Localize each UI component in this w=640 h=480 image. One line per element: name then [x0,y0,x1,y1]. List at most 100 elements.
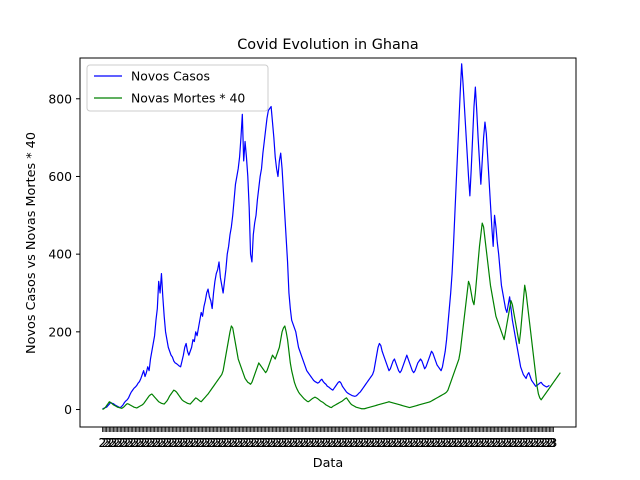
x-tick-label: 3 [181,435,189,450]
x-tick-label: 2 [123,435,131,450]
x-tick-label: 2 [293,435,301,450]
x-tick-label: 3 [104,435,112,450]
x-tick-label: 2 [227,435,235,450]
x-tick-label: 2 [205,435,213,450]
x-tick-label: 3 [170,435,178,450]
x-tick-label: 3 [252,435,260,450]
x-tick-label: 2 [244,435,252,450]
x-tick-label: 2 [189,435,197,450]
x-tick-label: 3 [428,435,436,450]
x-tick-label: 3 [510,435,518,450]
x-tick-label: 2 [378,435,386,450]
series-line-novas-mortes [102,222,561,411]
x-tick-label: 3 [367,435,375,450]
x-tick-label: 3 [301,435,309,450]
x-tick-label: 3 [466,435,474,450]
x-tick-label: 2 [529,435,537,450]
x-tick-label: 2 [296,435,304,450]
x-tick-label: 3 [537,435,545,450]
x-tick-label: 2 [326,435,334,450]
x-tick-label: 2 [164,435,172,450]
x-tick-label: 2 [471,435,479,450]
x-tick-label: 2 [540,435,548,450]
x-tick-label: 2 [433,435,441,450]
x-tick-label: 3 [137,435,145,450]
x-tick-label: 3 [460,435,468,450]
x-tick-label: 2 [534,435,542,450]
x-tick-label: 3 [142,435,150,450]
x-tick-label: 3 [159,435,167,450]
x-tick-label: 3 [241,435,249,450]
x-tick-label: 2 [477,435,485,450]
x-tick-label: 2 [345,435,353,450]
y-tick-label: 800 [48,91,72,106]
x-tick-label: 3 [110,435,118,450]
x-tick-label: 3 [471,435,479,450]
x-tick-label: 2 [118,435,126,450]
x-tick-label: 2 [414,435,422,450]
x-tick-label: 2 [175,435,183,450]
x-tick-label: 3 [543,435,551,450]
x-tick-label: 2 [120,435,128,450]
x-tick-label: 3 [192,435,200,450]
x-tick-label: 3 [395,435,403,450]
x-tick-label: 2 [131,435,139,450]
x-tick-label: 2 [99,435,107,450]
x-tick-label: 2 [532,435,540,450]
x-tick-label: 2 [395,435,403,450]
x-tick-label: 2 [203,435,211,450]
x-tick-label: 2 [323,435,331,450]
x-tick-label: 3 [153,435,161,450]
x-tick-label: 3 [384,435,392,450]
x-tick-label: 2 [280,435,288,450]
x-tick-label: 3 [345,435,353,450]
x-tick-label: 2 [375,435,383,450]
x-tick-label: 3 [263,435,271,450]
x-tick-label: 2 [142,435,150,450]
x-tick-label: 2 [337,435,345,450]
x-tick-label: 3 [290,435,298,450]
x-tick-label: 2 [222,435,230,450]
x-tick-label: 2 [140,435,148,450]
x-tick-label: 2 [282,435,290,450]
y-axis-label: Novos Casos vs Novas Mortes * 40 [24,132,39,354]
x-tick-label: 2 [225,435,233,450]
x-tick-label: 2 [510,435,518,450]
x-tick-label: 2 [370,435,378,450]
x-tick-label: 3 [362,435,370,450]
x-tick-label: 2 [107,435,115,450]
x-tick-label: 2 [200,435,208,450]
x-tick-label: 3 [433,435,441,450]
y-tick-label: 0 [64,402,72,417]
x-tick-label: 2 [543,435,551,450]
x-tick-label: 2 [430,435,438,450]
x-tick-label: 2 [247,435,255,450]
x-tick-label: 3 [280,435,288,450]
x-tick-label: 2 [389,435,397,450]
x-tick-label: 2 [422,435,430,450]
x-tick-label: 3 [258,435,266,450]
x-tick-label: 2 [354,435,362,450]
x-tick-label: 2 [392,435,400,450]
x-tick-label: 2 [274,435,282,450]
x-tick-label: 2 [482,435,490,450]
x-tick-label: 2 [312,435,320,450]
x-tick-label: 3 [148,435,156,450]
x-tick-label: 2 [408,435,416,450]
x-tick-label: 2 [359,435,367,450]
series-layer [102,63,561,411]
x-tick-label: 3 [203,435,211,450]
x-tick-label: 2 [290,435,298,450]
x-tick-label: 3 [417,435,425,450]
x-tick-label: 2 [507,435,515,450]
x-tick-label: 2 [436,435,444,450]
x-tick-label: 3 [504,435,512,450]
x-tick-label: 3 [126,435,134,450]
x-tick-label: 2 [334,435,342,450]
x-tick-label: 2 [439,435,447,450]
x-tick-label: 3 [208,435,216,450]
x-tick-label: 3 [550,435,558,450]
x-tick-label: 2 [449,435,457,450]
y-tick-label: 200 [48,324,72,339]
